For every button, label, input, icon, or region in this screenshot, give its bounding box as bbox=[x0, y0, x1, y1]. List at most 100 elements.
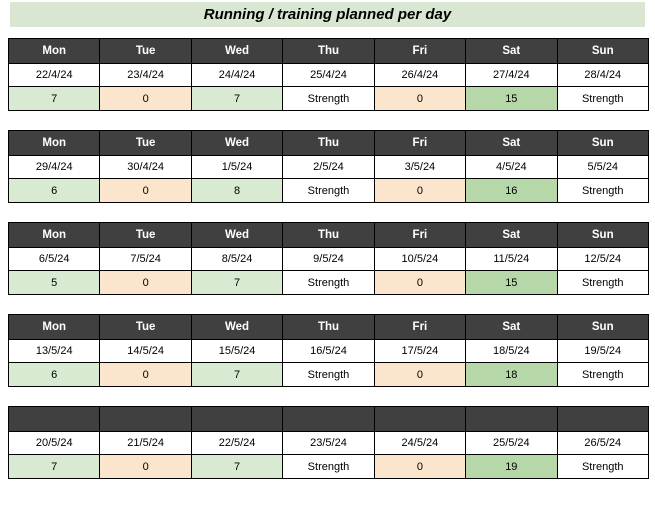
value-cell[interactable]: 0 bbox=[99, 454, 192, 479]
value-cell[interactable]: 7 bbox=[190, 454, 284, 479]
day-header-cell[interactable]: Wed bbox=[190, 38, 284, 64]
date-cell[interactable]: 6/5/24 bbox=[7, 247, 101, 271]
date-cell[interactable]: 18/5/24 bbox=[465, 339, 558, 363]
date-cell[interactable]: 2/5/24 bbox=[282, 155, 375, 179]
value-cell[interactable]: 7 bbox=[7, 454, 101, 479]
value-cell[interactable]: 16 bbox=[465, 178, 558, 203]
date-cell[interactable]: 16/5/24 bbox=[282, 339, 375, 363]
value-cell[interactable]: Strength bbox=[282, 86, 375, 111]
day-header-cell[interactable]: Tue bbox=[99, 130, 192, 156]
date-cell[interactable]: 8/5/24 bbox=[190, 247, 284, 271]
value-cell[interactable]: Strength bbox=[282, 362, 375, 387]
value-cell[interactable]: 0 bbox=[99, 362, 192, 387]
day-header-cell[interactable]: Sat bbox=[465, 38, 558, 64]
day-header-cell[interactable]: Thu bbox=[282, 222, 375, 248]
date-cell[interactable]: 17/5/24 bbox=[373, 339, 467, 363]
value-cell[interactable]: 15 bbox=[465, 86, 558, 111]
day-header-cell[interactable]: Thu bbox=[282, 314, 375, 340]
day-header-cell[interactable]: Fri bbox=[373, 130, 467, 156]
date-cell[interactable]: 1/5/24 bbox=[190, 155, 284, 179]
day-header-cell[interactable] bbox=[465, 406, 558, 432]
date-cell[interactable]: 13/5/24 bbox=[7, 339, 101, 363]
value-cell[interactable]: 8 bbox=[190, 178, 284, 203]
date-cell[interactable]: 12/5/24 bbox=[556, 247, 650, 271]
date-cell[interactable]: 24/5/24 bbox=[373, 431, 467, 455]
value-cell[interactable]: Strength bbox=[556, 178, 650, 203]
day-header-cell[interactable]: Mon bbox=[7, 38, 101, 64]
date-cell[interactable]: 23/5/24 bbox=[282, 431, 375, 455]
day-header-cell[interactable]: Mon bbox=[7, 314, 101, 340]
date-cell[interactable]: 22/5/24 bbox=[190, 431, 284, 455]
date-cell[interactable]: 11/5/24 bbox=[465, 247, 558, 271]
day-header-cell[interactable]: Sun bbox=[556, 38, 650, 64]
date-cell[interactable]: 23/4/24 bbox=[99, 63, 192, 87]
day-header-cell[interactable]: Sun bbox=[556, 130, 650, 156]
value-cell[interactable]: Strength bbox=[556, 454, 650, 479]
date-cell[interactable]: 9/5/24 bbox=[282, 247, 375, 271]
day-header-cell[interactable]: Wed bbox=[190, 314, 284, 340]
value-cell[interactable]: Strength bbox=[556, 270, 650, 295]
value-cell[interactable]: Strength bbox=[282, 178, 375, 203]
value-cell[interactable]: 7 bbox=[190, 86, 284, 111]
day-header-cell[interactable]: Thu bbox=[282, 38, 375, 64]
value-cell[interactable]: 19 bbox=[465, 454, 558, 479]
day-header-cell[interactable]: Sat bbox=[465, 222, 558, 248]
day-header-cell[interactable] bbox=[373, 406, 467, 432]
date-cell[interactable]: 24/4/24 bbox=[190, 63, 284, 87]
value-cell[interactable]: 0 bbox=[373, 362, 467, 387]
date-cell[interactable]: 15/5/24 bbox=[190, 339, 284, 363]
date-cell[interactable]: 7/5/24 bbox=[99, 247, 192, 271]
day-header-cell[interactable]: Tue bbox=[99, 38, 192, 64]
date-cell[interactable]: 30/4/24 bbox=[99, 155, 192, 179]
value-cell[interactable]: Strength bbox=[556, 86, 650, 111]
day-header-cell[interactable]: Sun bbox=[556, 314, 650, 340]
day-header-cell[interactable]: Tue bbox=[99, 222, 192, 248]
date-cell[interactable]: 4/5/24 bbox=[465, 155, 558, 179]
date-cell[interactable]: 10/5/24 bbox=[373, 247, 467, 271]
day-header-cell[interactable]: Thu bbox=[282, 130, 375, 156]
date-cell[interactable]: 5/5/24 bbox=[556, 155, 650, 179]
value-cell[interactable]: 7 bbox=[190, 270, 284, 295]
date-cell[interactable]: 25/5/24 bbox=[465, 431, 558, 455]
day-header-cell[interactable]: Wed bbox=[190, 222, 284, 248]
value-cell[interactable]: 0 bbox=[373, 454, 467, 479]
value-cell[interactable]: Strength bbox=[282, 270, 375, 295]
day-header-cell[interactable]: Fri bbox=[373, 38, 467, 64]
date-cell[interactable]: 14/5/24 bbox=[99, 339, 192, 363]
day-header-cell[interactable] bbox=[99, 406, 192, 432]
day-header-cell[interactable]: Tue bbox=[99, 314, 192, 340]
day-header-cell[interactable]: Sat bbox=[465, 130, 558, 156]
day-header-cell[interactable]: Fri bbox=[373, 222, 467, 248]
day-header-cell[interactable]: Sat bbox=[465, 314, 558, 340]
day-header-cell[interactable]: Mon bbox=[7, 130, 101, 156]
value-cell[interactable]: 0 bbox=[99, 270, 192, 295]
day-header-cell[interactable] bbox=[190, 406, 284, 432]
value-cell[interactable]: 0 bbox=[373, 86, 467, 111]
value-cell[interactable]: Strength bbox=[556, 362, 650, 387]
day-header-cell[interactable]: Mon bbox=[7, 222, 101, 248]
value-cell[interactable]: 6 bbox=[7, 178, 101, 203]
day-header-cell[interactable] bbox=[556, 406, 650, 432]
day-header-cell[interactable] bbox=[7, 406, 101, 432]
date-cell[interactable]: 26/5/24 bbox=[556, 431, 650, 455]
date-cell[interactable]: 20/5/24 bbox=[7, 431, 101, 455]
value-cell[interactable]: 6 bbox=[7, 362, 101, 387]
value-cell[interactable]: 0 bbox=[373, 178, 467, 203]
value-cell[interactable]: 0 bbox=[99, 86, 192, 111]
value-cell[interactable]: 0 bbox=[99, 178, 192, 203]
day-header-cell[interactable] bbox=[282, 406, 375, 432]
day-header-cell[interactable]: Sun bbox=[556, 222, 650, 248]
date-cell[interactable]: 27/4/24 bbox=[465, 63, 558, 87]
day-header-cell[interactable]: Fri bbox=[373, 314, 467, 340]
value-cell[interactable]: 5 bbox=[7, 270, 101, 295]
day-header-cell[interactable]: Wed bbox=[190, 130, 284, 156]
value-cell[interactable]: 18 bbox=[465, 362, 558, 387]
value-cell[interactable]: 0 bbox=[373, 270, 467, 295]
value-cell[interactable]: Strength bbox=[282, 454, 375, 479]
date-cell[interactable]: 29/4/24 bbox=[7, 155, 101, 179]
date-cell[interactable]: 21/5/24 bbox=[99, 431, 192, 455]
value-cell[interactable]: 7 bbox=[7, 86, 101, 111]
value-cell[interactable]: 7 bbox=[190, 362, 284, 387]
date-cell[interactable]: 22/4/24 bbox=[7, 63, 101, 87]
value-cell[interactable]: 15 bbox=[465, 270, 558, 295]
